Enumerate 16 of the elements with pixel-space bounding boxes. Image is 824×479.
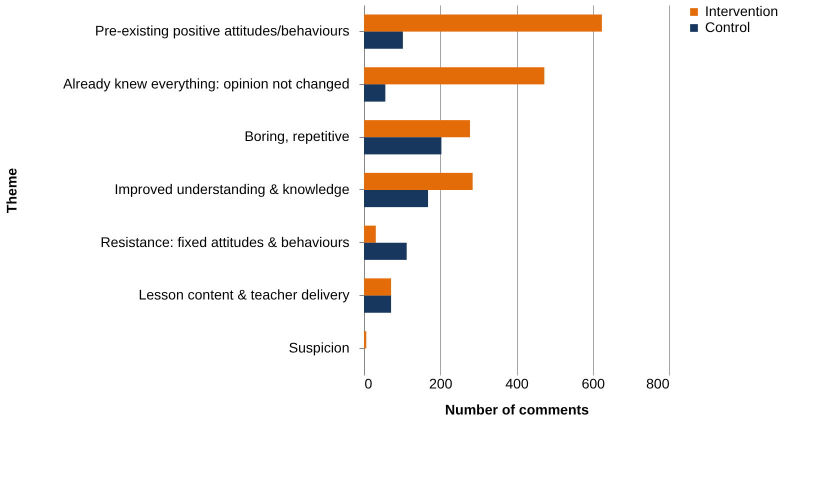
x-tick-label: 0	[364, 376, 372, 392]
y-tick-label: Improved understanding & knowledge	[114, 181, 350, 197]
y-tick-label: Resistance: fixed attitudes & behaviours	[100, 234, 350, 250]
y-tick-label: Already knew everything: opinion not changed	[63, 75, 350, 92]
y-axis-title: Theme	[4, 168, 20, 214]
y-tick-label: Lesson content & teacher delivery	[138, 286, 350, 303]
x-tick-label: 800	[646, 376, 670, 392]
x-tick-label: 400	[505, 376, 529, 392]
x-tick-label: 200	[429, 376, 453, 392]
legend-label: Intervention	[705, 3, 778, 19]
legend-label: Control	[705, 19, 750, 35]
y-tick-label: Pre-existing positive attitudes/behaviours	[95, 22, 350, 39]
y-tick-label: Boring, repetitive	[244, 128, 350, 144]
x-tick-label: 600	[582, 376, 606, 392]
x-axis-title: Number of comments	[445, 402, 590, 418]
y-tick-label: Suspicion	[288, 339, 350, 356]
